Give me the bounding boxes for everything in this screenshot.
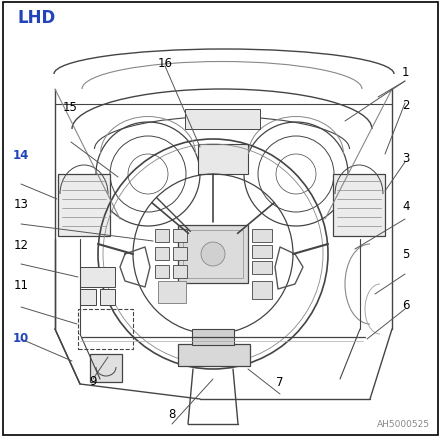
Bar: [173, 230, 187, 243]
Bar: [78, 309, 133, 349]
Bar: [192, 329, 234, 345]
Text: 13: 13: [14, 197, 29, 210]
Text: LHD: LHD: [18, 9, 56, 28]
Bar: [155, 230, 169, 243]
Text: 2: 2: [402, 99, 410, 112]
Text: 3: 3: [402, 151, 409, 164]
Text: 8: 8: [168, 407, 176, 420]
Text: 12: 12: [14, 239, 29, 252]
Bar: [80, 267, 115, 287]
Text: AH5000525: AH5000525: [377, 419, 430, 428]
Text: 5: 5: [402, 247, 409, 261]
Circle shape: [201, 243, 225, 266]
Bar: [178, 344, 250, 366]
Bar: [198, 145, 248, 175]
Bar: [252, 230, 272, 243]
Text: 16: 16: [158, 57, 173, 70]
Bar: [183, 230, 243, 279]
Bar: [333, 175, 385, 237]
Bar: [178, 226, 248, 283]
Bar: [173, 247, 187, 261]
Bar: [58, 175, 110, 237]
Text: 15: 15: [63, 101, 78, 114]
Text: 9: 9: [89, 374, 97, 388]
Text: 11: 11: [14, 278, 29, 291]
Text: 14: 14: [13, 149, 30, 162]
Bar: [100, 290, 115, 305]
Text: 4: 4: [402, 199, 410, 212]
Bar: [252, 245, 272, 258]
Bar: [155, 265, 169, 279]
Bar: [252, 261, 272, 274]
Bar: [252, 281, 272, 299]
Bar: [155, 247, 169, 261]
Bar: [185, 110, 260, 130]
Bar: [80, 290, 96, 305]
Bar: [90, 354, 122, 382]
Text: 10: 10: [13, 331, 29, 344]
Bar: [173, 265, 187, 279]
Text: 7: 7: [276, 375, 284, 389]
Text: 1: 1: [402, 66, 410, 79]
Text: 6: 6: [402, 298, 410, 311]
Bar: [158, 281, 186, 303]
